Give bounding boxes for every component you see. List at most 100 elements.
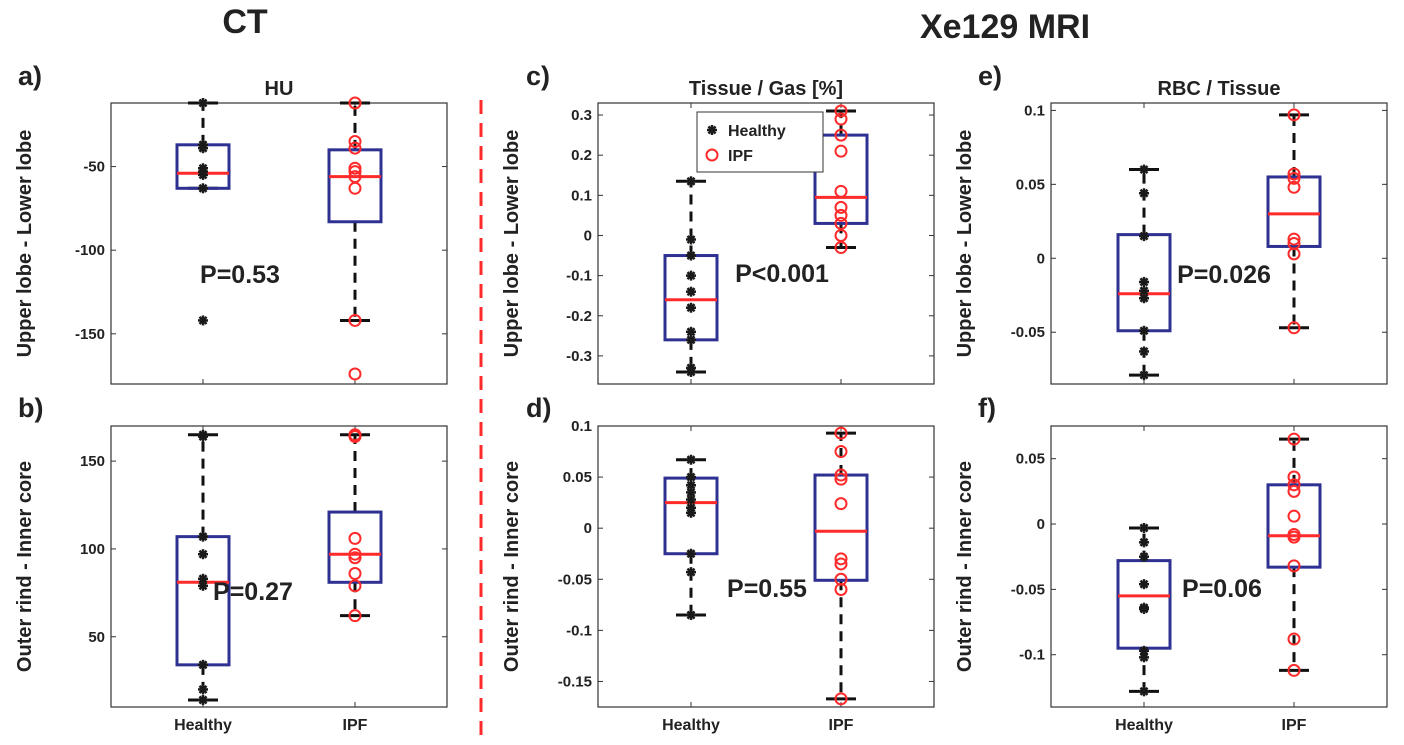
y-tick-label: -100 [75, 242, 105, 259]
ipf-point [834, 472, 848, 486]
p-value: P<0.001 [735, 260, 829, 288]
y-tick-label: -0.1 [566, 622, 592, 639]
y-tick-label: -0.3 [566, 348, 592, 365]
ipf-point [348, 367, 362, 381]
healthy-point [1139, 370, 1149, 381]
healthy-point-stroke [1139, 286, 1149, 296]
y-tick-label: 0.1 [571, 187, 592, 204]
healthy-point [198, 531, 208, 542]
y-tick-label: 0 [584, 520, 592, 537]
healthy-point [198, 573, 208, 584]
healthy-point [1139, 652, 1149, 663]
ipf-point [834, 184, 848, 198]
y-tick-label: 0.05 [563, 469, 592, 486]
healthy-point-stroke [198, 98, 208, 108]
healthy-point-stroke [1139, 370, 1149, 380]
y-tick-label: 0 [1037, 516, 1045, 533]
iqr-box [327, 148, 383, 224]
ipf-point [348, 428, 362, 442]
healthy-point [198, 549, 208, 560]
ipf-point [1287, 247, 1301, 261]
healthy-point-stroke [198, 549, 208, 559]
healthy-box [175, 98, 231, 326]
healthy-point [198, 580, 208, 591]
ipf-point [834, 200, 848, 214]
healthy-point [686, 270, 696, 281]
healthy-point [198, 659, 208, 670]
y-tick-label: 0 [584, 227, 592, 244]
p-value: P=0.06 [1182, 575, 1262, 603]
x-category-label: Healthy [174, 717, 232, 734]
ipf-point [348, 313, 362, 327]
y-tick-label: -0.1 [566, 268, 592, 285]
axes-frame [110, 102, 448, 385]
healthy-point [1139, 686, 1149, 697]
panel-b: 50 100 150 Healthy IPF b) Outer rind - Inner c… [14, 393, 448, 734]
healthy-point-stroke [198, 430, 208, 440]
healthy-point-stroke [686, 487, 696, 497]
ipf-point [348, 567, 362, 581]
healthy-point [686, 507, 696, 518]
healthy-point-stroke [198, 574, 208, 584]
ipf-point [1287, 478, 1301, 492]
healthy-point [198, 98, 208, 108]
y-tick-label: 0.05 [1016, 176, 1045, 193]
y-axis-label: Upper lobe - Lower lobe [14, 130, 36, 358]
healthy-point [198, 169, 208, 180]
y-tick-label: -0.15 [558, 673, 592, 690]
healthy-point [1139, 551, 1149, 562]
healthy-point-stroke [198, 581, 208, 591]
healthy-point-stroke [1139, 165, 1149, 174]
y-tick-label: 100 [80, 541, 105, 558]
ipf-point [834, 228, 848, 242]
y-axis-label: Outer rind - Inner core [501, 461, 523, 672]
healthy-point [686, 454, 696, 465]
axes-frame [110, 425, 448, 708]
ipf-point [348, 551, 362, 565]
ipf-point [348, 96, 362, 110]
panel-title: Tissue / Gas [%] [689, 78, 843, 100]
healthy-point [198, 429, 208, 440]
ipf-point [1287, 171, 1301, 185]
iqr-box [1266, 175, 1322, 248]
healthy-point-stroke [686, 480, 696, 490]
healthy-point [198, 183, 208, 194]
ipf-point [348, 141, 362, 155]
ipf-point [348, 547, 362, 561]
y-tick-label: -0.05 [1011, 324, 1045, 341]
healthy-point [686, 610, 696, 621]
y-axis-label: Upper lobe - Lower lobe [954, 130, 976, 358]
y-axis-label: Upper lobe - Lower lobe [501, 130, 523, 358]
ipf-point [834, 128, 848, 142]
healthy-point [1139, 346, 1149, 357]
ipf-point [834, 426, 848, 440]
healthy-point [1139, 537, 1149, 548]
healthy-point [198, 684, 208, 695]
panel-letter: e) [978, 61, 1002, 91]
ipf-point [348, 579, 362, 593]
healthy-point-stroke [686, 251, 696, 260]
legend-healthy-label: Healthy [728, 123, 786, 140]
axes-frame [597, 425, 935, 708]
panel-e: -0.05 0 0.05 0.1 e) RBC / Tissue Upper lobe - … [954, 61, 1388, 385]
healthy-point-stroke [198, 685, 208, 694]
ipf-point [834, 552, 848, 566]
x-category-label: IPF [829, 717, 854, 734]
legend: Healthy IPF [696, 111, 824, 173]
iqr-box [327, 510, 383, 584]
panel-f: -0.1 -0.05 0 0.05 Healthy IPF f) Outer rind - I… [954, 393, 1388, 734]
healthy-point-stroke [686, 455, 696, 465]
healthy-box [663, 176, 719, 377]
p-value: P=0.27 [213, 578, 293, 606]
axes-frame [1050, 102, 1388, 385]
ipf-point [1287, 559, 1301, 573]
y-tick-label: -150 [75, 326, 105, 343]
healthy-point-stroke [686, 287, 696, 297]
healthy-point [198, 315, 208, 326]
ipf-box [813, 426, 869, 706]
healthy-point-stroke [1139, 686, 1149, 696]
healthy-point-stroke [686, 567, 696, 577]
ipf-box [1266, 108, 1322, 335]
healthy-point-stroke [1139, 231, 1149, 241]
